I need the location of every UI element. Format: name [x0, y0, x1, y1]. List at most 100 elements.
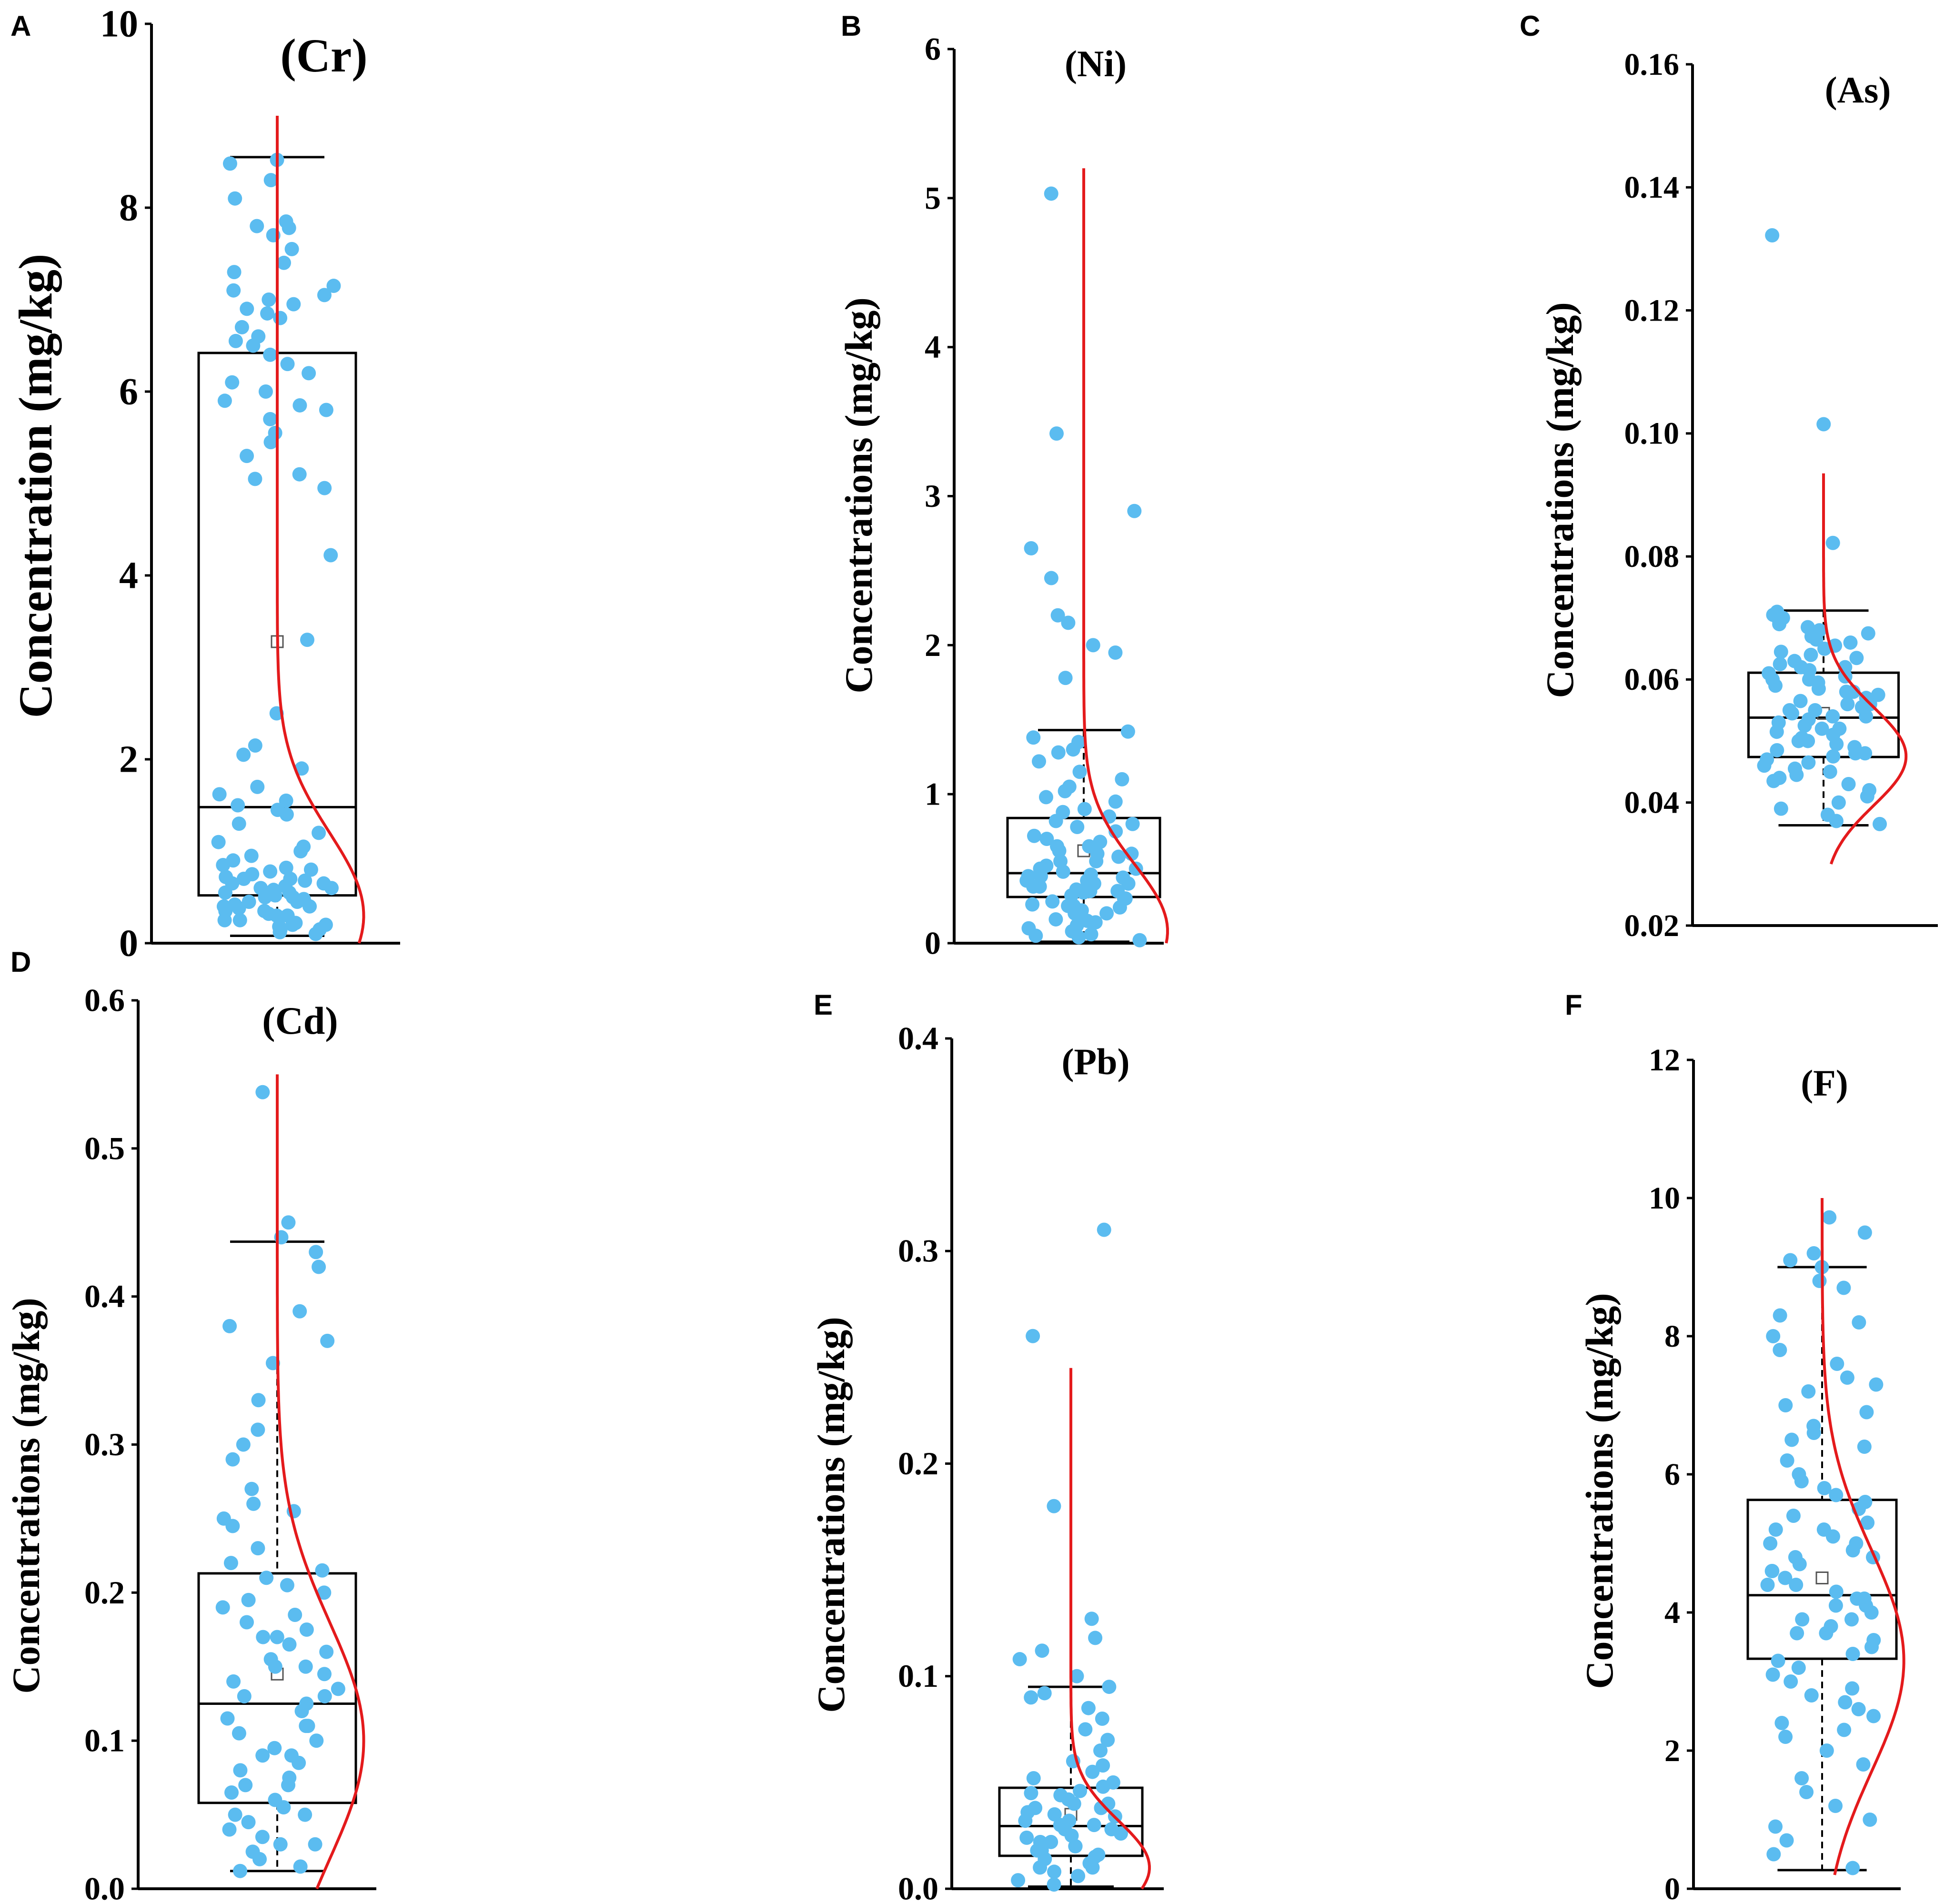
panel-a-data-point — [302, 899, 317, 914]
panel-e-data-point — [1096, 1758, 1110, 1773]
panel-b-data-point — [1121, 876, 1136, 891]
panel-e-data-point — [1030, 1843, 1045, 1858]
panel-a-data-point — [312, 826, 326, 840]
panel-d-data-point — [222, 1319, 237, 1333]
panel-e-data-point — [1085, 1764, 1100, 1779]
panel-b-data-point — [1026, 730, 1041, 745]
panel-a-data-point — [279, 807, 294, 822]
panel-a-data-point — [292, 467, 307, 482]
panel-a-data-point — [294, 761, 309, 776]
panel-a-data-point — [285, 890, 300, 905]
panel-a-data-point — [250, 219, 264, 233]
panel-b-data-point — [1111, 849, 1126, 864]
panel-d-data-point — [237, 1689, 252, 1703]
panel-b-ylabel: Concentrations (mg/kg) — [837, 297, 880, 693]
panel-f-data-point — [1828, 1799, 1843, 1813]
panel-f-data-point — [1857, 1440, 1872, 1454]
panel-c-data-point — [1829, 814, 1844, 828]
panel-a-data-point — [300, 633, 314, 647]
panel-b-data-point — [1032, 754, 1047, 769]
panel-f-data-point — [1830, 1357, 1844, 1371]
panel-b-data-point — [1028, 928, 1043, 943]
panel-e-data-point — [1019, 1830, 1034, 1845]
panel-b-data-point — [1120, 724, 1135, 739]
panel-f-data-point — [1778, 1398, 1793, 1412]
panel-c-data-point — [1802, 672, 1816, 687]
panel-b-data-point — [1044, 571, 1058, 585]
panel-a-data-point — [228, 333, 243, 348]
panel-b-ytick-label: 4 — [925, 329, 941, 365]
panel-d-data-point — [239, 1615, 254, 1630]
panel-d-ytick-label: 0.0 — [84, 1870, 125, 1904]
panel-a-ytick-label: 10 — [100, 3, 138, 45]
panel-e-data-point — [1067, 1796, 1081, 1811]
panel-e-data-point — [1081, 1701, 1096, 1715]
panel-b-data-point — [1049, 426, 1064, 441]
panel-f-data-point — [1829, 1488, 1844, 1502]
panel-a-data-point — [276, 255, 291, 270]
panel-a-data-point — [319, 403, 333, 417]
panel-b-data-point — [1072, 765, 1087, 779]
panel-a-plot — [150, 24, 400, 945]
panel-b-data-point — [1118, 891, 1133, 906]
panel-d-data-point — [252, 1852, 267, 1866]
panel-c-data-point — [1849, 651, 1864, 665]
panel-f-ytick-label: 8 — [1664, 1319, 1680, 1354]
panel-e-data-point — [1062, 1813, 1077, 1828]
panel-f-data-point — [1760, 1578, 1775, 1592]
panel-f-mean-marker — [1815, 1572, 1829, 1584]
panel-b-data-point — [1070, 819, 1085, 834]
panel-e-ytick-label: 0.2 — [898, 1445, 938, 1481]
panel-c-data-point — [1782, 703, 1797, 717]
panel-b-data-point — [1038, 790, 1053, 805]
panel-f-data-point — [1795, 1612, 1810, 1627]
panel-f-data-point — [1780, 1453, 1794, 1468]
panel-e-data-point — [1104, 1822, 1119, 1837]
panel-c-data-point — [1774, 801, 1788, 816]
panel-d-data-point — [288, 1607, 302, 1622]
panel-a-data-point — [283, 871, 298, 886]
panel-d-data-point — [220, 1711, 235, 1726]
panel-d-data-point — [312, 1259, 326, 1274]
panel-e-data-point — [1084, 1612, 1099, 1626]
panel-a-ytick-label: 4 — [119, 554, 138, 596]
panel-f-data-point — [1784, 1432, 1799, 1447]
panel-c-plot — [1691, 64, 1938, 927]
panel-a-data-point — [248, 738, 262, 753]
panel-b-data-point — [1132, 933, 1147, 947]
panel-a-data-point — [258, 890, 272, 905]
panel-b-data-point — [1056, 864, 1070, 879]
panel-e-data-point — [1047, 1499, 1061, 1513]
panel-c-data-point — [1766, 774, 1781, 788]
panel-e-ytick-label: 0.3 — [898, 1233, 938, 1269]
panel-a-data-point — [282, 221, 296, 235]
panel-a-data-point — [211, 835, 226, 849]
panel-f-data-point — [1799, 1785, 1814, 1799]
panel-f-data-point — [1771, 1653, 1785, 1668]
panel-c-data-point — [1801, 734, 1815, 748]
panel-f-data-point — [1845, 1861, 1860, 1875]
panel-a-data-point — [217, 913, 232, 927]
panel-f-ytick-label: 0 — [1664, 1872, 1680, 1904]
panel-f-data-point — [1819, 1626, 1834, 1641]
panel-f-data-point — [1859, 1598, 1874, 1613]
panel-b-ytick-label: 1 — [925, 776, 941, 812]
panel-f-data-point — [1789, 1578, 1804, 1592]
panel-a-data-point — [232, 913, 247, 927]
panel-b-data-point — [1083, 884, 1098, 898]
panel-d-data-point — [298, 1659, 313, 1674]
panel-e-data-point — [1078, 1722, 1093, 1737]
panel-c-data-point — [1816, 417, 1831, 432]
panel-d-data-point — [241, 1592, 256, 1607]
panel-b-data-point — [1024, 541, 1038, 555]
panel-d-points — [215, 1085, 345, 1878]
panel-a-data-point — [236, 747, 251, 762]
panel-b-ytick-label: 5 — [925, 180, 941, 216]
panel-c-data-point — [1793, 694, 1808, 708]
panel-d-data-point — [331, 1682, 345, 1696]
panel-a-ytick-label: 2 — [119, 738, 138, 780]
panel-c-data-point — [1797, 718, 1812, 733]
panel-b-data-point — [1115, 772, 1129, 786]
panel-c-ytick-label: 0.16 — [1624, 47, 1680, 82]
panel-c-points — [1757, 228, 1887, 831]
